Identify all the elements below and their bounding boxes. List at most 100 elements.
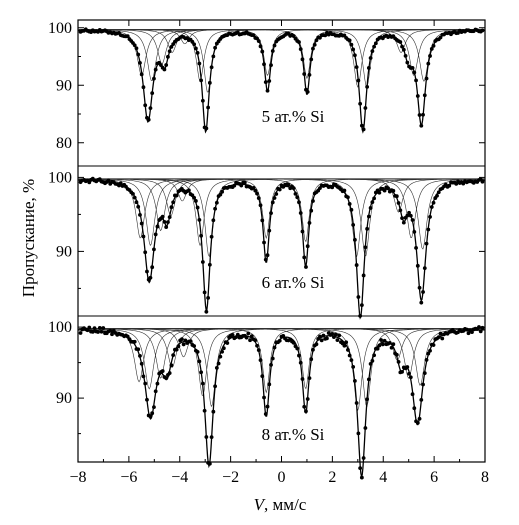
data-point	[419, 397, 424, 402]
data-point	[174, 193, 179, 198]
data-point	[382, 338, 387, 343]
data-point	[167, 371, 172, 375]
data-point	[358, 101, 363, 106]
data-point	[213, 45, 218, 50]
data-point	[125, 34, 130, 38]
data-point	[351, 47, 356, 52]
data-point	[359, 303, 364, 308]
data-point	[145, 397, 149, 402]
fit-envelope	[77, 179, 486, 320]
data-point	[366, 214, 371, 219]
data-point	[169, 205, 174, 210]
data-point	[365, 226, 370, 231]
data-point	[96, 330, 100, 334]
data-point	[414, 78, 418, 83]
data-point	[131, 191, 135, 196]
data-point	[304, 265, 308, 269]
data-point	[391, 342, 396, 347]
data-point	[207, 262, 212, 267]
data-point	[356, 78, 361, 83]
data-point	[251, 33, 256, 38]
data-point	[309, 357, 314, 362]
data-point	[414, 245, 418, 250]
data-point	[200, 260, 205, 264]
data-point	[391, 188, 396, 193]
x-axis-variable: V	[254, 495, 267, 514]
data-point	[470, 330, 474, 335]
data-point	[171, 353, 176, 358]
data-point	[428, 348, 432, 353]
data-point	[419, 123, 424, 128]
data-point	[181, 342, 186, 347]
plot-frame	[77, 19, 486, 463]
data-point	[263, 412, 268, 416]
data-point	[195, 50, 200, 55]
data-point	[232, 183, 237, 188]
data-point	[153, 232, 158, 237]
data-point	[318, 334, 322, 339]
data-point	[218, 354, 223, 359]
data-point	[370, 359, 375, 363]
x-tick-label: 0	[278, 469, 286, 486]
data-point	[253, 188, 258, 193]
data-point	[145, 269, 149, 274]
data-point	[419, 300, 424, 305]
data-point	[407, 210, 411, 215]
data-point	[477, 325, 481, 329]
data-point	[251, 185, 256, 190]
data-point	[398, 208, 403, 213]
data-point	[415, 94, 420, 98]
data-point	[291, 340, 296, 345]
data-point	[143, 103, 148, 108]
data-point	[325, 336, 329, 341]
data-point	[152, 76, 156, 81]
data-point	[197, 359, 202, 364]
data-point	[235, 332, 240, 337]
panel-label: 5 ат.% Si	[262, 107, 325, 126]
data-point	[349, 358, 354, 363]
data-point	[186, 188, 191, 193]
data-point	[349, 42, 354, 47]
data-point	[272, 196, 277, 200]
data-point	[297, 40, 301, 44]
data-point	[363, 245, 368, 250]
data-point	[258, 358, 263, 363]
data-point	[410, 218, 415, 222]
data-point	[309, 57, 314, 62]
data-point	[146, 117, 151, 122]
y-tick-label: 100	[48, 20, 72, 37]
data-point	[412, 70, 417, 75]
data-point	[267, 228, 272, 233]
data-point	[380, 342, 385, 347]
data-point	[372, 353, 377, 358]
data-point	[141, 85, 146, 90]
spectrum-panel-2: 100 90 6 ат.% Si	[48, 169, 486, 320]
data-point	[300, 57, 305, 62]
data-point	[125, 334, 130, 339]
data-point	[152, 405, 156, 410]
data-point	[410, 65, 415, 70]
data-point	[206, 296, 211, 300]
data-point	[372, 44, 377, 49]
spectrum-panel-3: 100 90 8 ат.% Si	[48, 319, 486, 480]
data-point	[148, 106, 153, 110]
data-point	[209, 65, 214, 70]
data-point	[396, 359, 401, 364]
data-point	[480, 28, 485, 33]
data-point	[302, 255, 307, 260]
data-point	[361, 456, 366, 460]
data-point	[311, 199, 315, 203]
data-point	[277, 338, 282, 343]
data-point	[297, 353, 301, 358]
data-point	[424, 241, 429, 246]
data-point	[153, 389, 158, 394]
data-point	[480, 325, 485, 330]
data-point	[415, 420, 420, 425]
data-point	[352, 237, 357, 242]
data-point	[269, 363, 273, 367]
data-point	[300, 377, 305, 381]
data-point	[307, 221, 312, 225]
data-point	[214, 365, 219, 370]
data-point	[174, 347, 179, 352]
